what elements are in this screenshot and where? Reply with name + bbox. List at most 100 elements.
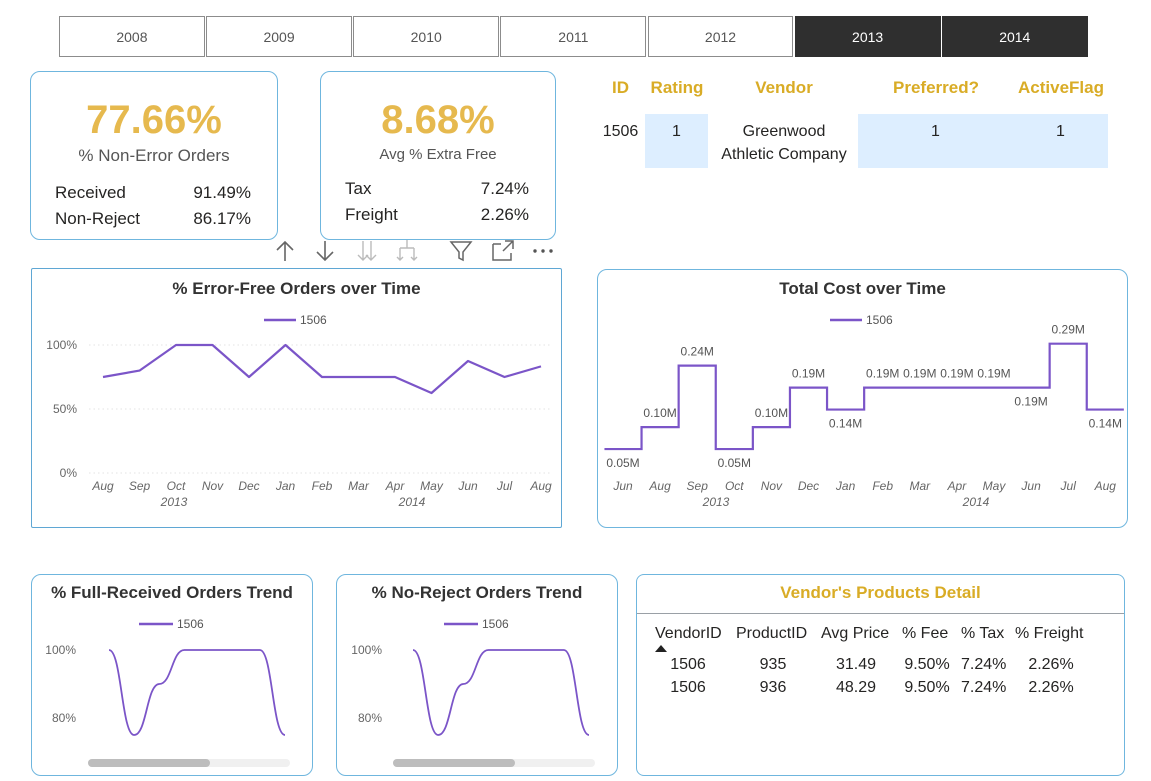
data-label: 0.19M (866, 367, 899, 381)
vendor-header-rating[interactable]: Rating (650, 78, 704, 97)
x-tick-label: Aug (529, 479, 552, 493)
total-cost-chart: 1506 2013 2014 Jun Aug Sep Oct Nov Dec Jan Feb M… (604, 313, 1124, 509)
kpi-received-value: 91.49% (193, 183, 251, 202)
product-cell-r1-c2[interactable]: 48.29 (835, 679, 877, 696)
full-received-trend-card[interactable]: % Full-Received Orders Trend 1506 100% 8… (31, 574, 313, 776)
x-tick-label: Mar (348, 479, 370, 493)
sort-ascending-icon[interactable] (655, 645, 667, 653)
header-product-id[interactable]: ProductID (736, 625, 808, 642)
data-label: 0.19M (1014, 395, 1047, 409)
year-button-2010[interactable]: 2010 (353, 16, 500, 57)
data-label: 0.05M (606, 456, 639, 470)
arrow-up-icon[interactable] (272, 238, 298, 264)
data-label: 0.29M (1052, 323, 1085, 337)
x-tick-label: Jun (1020, 479, 1041, 493)
total-cost-chart-card[interactable]: Total Cost over Time 1506 2013 2014 Jun A… (597, 269, 1128, 528)
x-tick-label: Jul (1060, 479, 1077, 493)
year-label-2014: 2014 (962, 495, 990, 509)
kpi-tax-label: Tax (345, 179, 372, 198)
no-reject-trend-card[interactable]: % No-Reject Orders Trend 1506 100% 80% (336, 574, 618, 776)
x-tick-label: Nov (202, 479, 224, 493)
x-tick-label: Oct (725, 479, 744, 493)
x-tick-label: Feb (872, 479, 893, 493)
vendor-cell-id[interactable]: 1506 (602, 123, 639, 140)
legend-label: 1506 (866, 313, 893, 327)
series-step-line-1506 (604, 342, 1124, 451)
data-label: 0.14M (1089, 417, 1122, 431)
visual-toolbar (270, 238, 562, 266)
year-button-2012[interactable]: 2012 (647, 16, 794, 57)
filter-icon[interactable] (448, 238, 474, 264)
data-label: 0.05M (718, 456, 751, 470)
product-cell-r1-c0[interactable]: 1506 (670, 679, 706, 696)
focus-mode-icon[interactable] (490, 238, 516, 264)
kpi-card-extra-fee: 8.68% Avg % Extra Free Tax 7.24% Freight… (320, 71, 556, 240)
year-label-2014: 2014 (398, 495, 426, 509)
y-tick-label: 50% (53, 402, 77, 416)
kpi-freight-row: Freight 2.26% (345, 205, 529, 225)
scrollbar-thumb[interactable] (393, 759, 515, 767)
data-label: 0.24M (681, 345, 714, 359)
y-tick-100: 100% (45, 643, 76, 657)
year-button-2013[interactable]: 2013 (794, 16, 941, 57)
vendor-cell-preferred[interactable]: 1 (858, 114, 1013, 168)
x-tick-label: May (983, 479, 1007, 493)
expand-hierarchy-icon[interactable] (394, 238, 420, 264)
legend-label: 1506 (300, 313, 327, 327)
kpi-non-reject-row: Non-Reject 86.17% (55, 209, 251, 229)
legend-label: 1506 (177, 617, 204, 631)
product-cell-r1-c3[interactable]: 9.50% (904, 679, 950, 696)
product-cell-r0-c0[interactable]: 1506 (670, 656, 706, 673)
vendor-header-active-flag[interactable]: ActiveFlag (1018, 78, 1104, 97)
kpi-non-error-value: 77.66% (86, 98, 222, 142)
scrollbar-thumb[interactable] (88, 759, 210, 767)
header-tax[interactable]: % Tax (961, 625, 1005, 642)
x-tick-label: Sep (129, 479, 151, 493)
year-button-2008[interactable]: 2008 (59, 16, 205, 57)
product-cell-r1-c5[interactable]: 2.26% (1028, 679, 1074, 696)
product-cell-r1-c1[interactable]: 936 (759, 679, 787, 696)
product-cell-r0-c4[interactable]: 7.24% (961, 656, 1007, 673)
vendor-header-preferred[interactable]: Preferred? (893, 78, 979, 97)
kpi-tax-row: Tax 7.24% (345, 179, 529, 199)
full-received-trend-chart: 1506 100% 80% (45, 617, 286, 736)
vendor-cell-rating[interactable]: 1 (645, 114, 708, 168)
product-cell-r0-c3[interactable]: 9.50% (904, 656, 950, 673)
horizontal-scrollbar[interactable] (393, 759, 595, 767)
vendor-cell-active-flag[interactable]: 1 (1013, 114, 1108, 168)
data-label: 0.19M (792, 367, 825, 381)
vendor-cell-vendor[interactable]: Greenwood Athletic Company (710, 114, 858, 168)
year-button-2014[interactable]: 2014 (941, 16, 1088, 57)
products-detail-title: Vendor's Products Detail (780, 583, 981, 602)
arrow-down-icon[interactable] (312, 238, 338, 264)
error-free-orders-chart-card[interactable]: % Error-Free Orders over Time 1506 2013 … (31, 268, 562, 528)
more-options-icon[interactable] (530, 238, 556, 264)
vendor-header-id[interactable]: ID (612, 78, 629, 97)
y-tick-80: 80% (52, 711, 76, 725)
vendor-header-vendor[interactable]: Vendor (755, 78, 813, 97)
year-button-2009[interactable]: 2009 (206, 16, 352, 57)
total-cost-chart-title: Total Cost over Time (779, 279, 946, 298)
year-button-2011[interactable]: 2011 (500, 16, 647, 57)
header-freight[interactable]: % Freight (1015, 625, 1084, 642)
products-detail-card: Vendor's Products Detail VendorID Produc… (636, 574, 1125, 776)
year-label-2013: 2013 (702, 495, 730, 509)
kpi-non-reject-value: 86.17% (193, 209, 251, 228)
x-tick-label: Jun (612, 479, 633, 493)
product-cell-r0-c2[interactable]: 31.49 (835, 656, 877, 673)
year-slicer: 2008 2009 2010 2011 2012 2013 2014 (59, 16, 1089, 57)
product-cell-r1-c4[interactable]: 7.24% (961, 679, 1007, 696)
data-label: 0.19M (940, 367, 973, 381)
product-cell-r0-c1[interactable]: 935 (759, 656, 787, 673)
kpi-tax-value: 7.24% (480, 179, 529, 198)
drill-down-all-icon[interactable] (354, 238, 380, 264)
kpi-non-reject-label: Non-Reject (55, 209, 141, 228)
x-tick-label: Nov (761, 479, 783, 493)
kpi-received-row: Received 91.49% (55, 183, 251, 203)
horizontal-scrollbar[interactable] (88, 759, 290, 767)
product-cell-r0-c5[interactable]: 2.26% (1028, 656, 1074, 673)
data-label: 0.14M (829, 417, 862, 431)
header-avg-price[interactable]: Avg Price (821, 625, 890, 642)
header-vendor-id[interactable]: VendorID (655, 625, 722, 642)
header-fee[interactable]: % Fee (902, 625, 949, 642)
